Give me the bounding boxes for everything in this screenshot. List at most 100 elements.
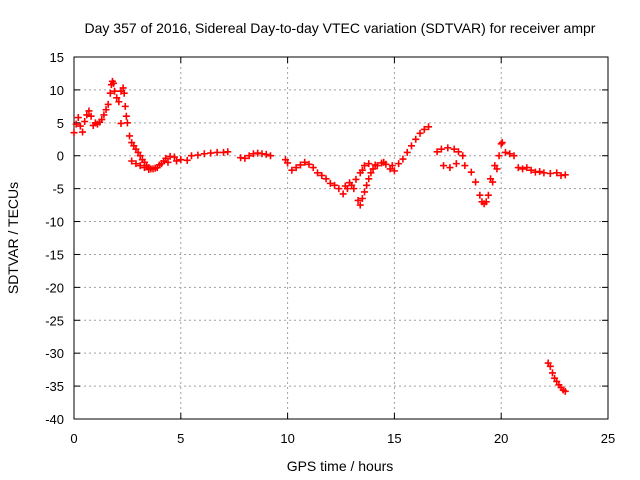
data-point bbox=[104, 100, 112, 108]
data-point bbox=[314, 169, 322, 177]
data-point bbox=[365, 175, 373, 183]
y-tick-label: 5 bbox=[57, 116, 64, 131]
data-point bbox=[85, 107, 93, 115]
y-axis-label: SDTVAR / TECUs bbox=[5, 182, 21, 294]
data-point bbox=[420, 125, 428, 133]
data-point bbox=[437, 145, 445, 153]
data-point bbox=[200, 150, 208, 158]
data-point bbox=[388, 162, 396, 170]
data-point bbox=[117, 119, 125, 127]
data-point bbox=[369, 165, 377, 173]
data-point bbox=[262, 150, 270, 158]
data-point bbox=[491, 162, 499, 170]
data-point bbox=[106, 89, 114, 97]
data-point bbox=[425, 123, 433, 131]
data-point bbox=[74, 114, 82, 122]
y-tick-label: 10 bbox=[50, 83, 64, 98]
chart-title: Day 357 of 2016, Sidereal Day-to-day VTE… bbox=[85, 20, 596, 36]
data-point bbox=[416, 129, 424, 137]
data-point bbox=[358, 166, 366, 174]
data-point bbox=[395, 160, 403, 168]
data-point bbox=[83, 111, 91, 119]
data-point bbox=[498, 139, 506, 147]
data-point bbox=[284, 159, 292, 167]
y-tick-label: -35 bbox=[45, 379, 64, 394]
data-point bbox=[346, 179, 354, 187]
data-point bbox=[123, 119, 131, 127]
y-tick-label: -15 bbox=[45, 247, 64, 262]
data-point bbox=[183, 156, 191, 164]
data-point bbox=[433, 148, 441, 156]
data-point bbox=[245, 152, 253, 160]
data-point bbox=[102, 106, 110, 114]
data-point bbox=[495, 152, 503, 160]
data-point bbox=[128, 157, 136, 165]
data-point bbox=[87, 112, 95, 120]
data-point bbox=[224, 148, 232, 156]
data-point bbox=[561, 387, 569, 395]
data-point bbox=[207, 149, 215, 157]
data-point bbox=[194, 151, 202, 159]
data-point bbox=[360, 162, 368, 170]
data-point bbox=[121, 102, 129, 110]
data-points bbox=[70, 77, 569, 395]
y-tick-label: -40 bbox=[45, 412, 64, 427]
data-point bbox=[326, 179, 334, 187]
data-point bbox=[164, 158, 172, 166]
data-point bbox=[472, 178, 480, 186]
data-point bbox=[136, 152, 144, 160]
data-point bbox=[553, 169, 561, 177]
data-point bbox=[561, 171, 569, 179]
data-point bbox=[363, 181, 371, 189]
x-tick-label: 20 bbox=[494, 431, 508, 446]
x-axis-label: GPS time / hours bbox=[287, 458, 394, 474]
y-tick-label: 15 bbox=[50, 50, 64, 65]
data-point bbox=[358, 195, 366, 203]
data-point bbox=[267, 152, 275, 160]
data-point bbox=[76, 122, 84, 130]
data-point bbox=[136, 162, 144, 170]
data-point bbox=[145, 166, 153, 174]
data-point bbox=[335, 185, 343, 193]
data-point bbox=[497, 140, 505, 148]
data-point bbox=[72, 120, 80, 128]
data-point bbox=[371, 161, 379, 169]
data-point bbox=[331, 181, 339, 189]
data-point bbox=[170, 153, 178, 161]
data-point bbox=[122, 112, 130, 120]
data-point bbox=[177, 156, 185, 164]
data-point bbox=[461, 162, 469, 170]
data-point bbox=[213, 148, 221, 156]
data-point bbox=[367, 169, 375, 177]
x-tick-label: 0 bbox=[70, 431, 77, 446]
data-point bbox=[454, 148, 462, 156]
data-point bbox=[506, 150, 514, 158]
data-point bbox=[440, 162, 448, 170]
data-point bbox=[241, 154, 249, 162]
data-point bbox=[98, 116, 106, 124]
data-point bbox=[482, 198, 490, 206]
data-point bbox=[350, 185, 358, 193]
data-point bbox=[70, 129, 78, 137]
y-tick-label: -10 bbox=[45, 215, 64, 230]
data-point bbox=[546, 169, 554, 177]
data-point bbox=[341, 182, 349, 190]
x-tick-label: 25 bbox=[601, 431, 615, 446]
data-point bbox=[140, 164, 148, 172]
data-point bbox=[380, 158, 388, 166]
data-point bbox=[484, 191, 492, 199]
data-point bbox=[318, 171, 326, 179]
grid-lines bbox=[74, 57, 608, 419]
data-point bbox=[548, 369, 556, 377]
data-point bbox=[510, 152, 518, 160]
data-point bbox=[309, 164, 317, 172]
data-point bbox=[162, 154, 170, 162]
data-point bbox=[81, 118, 89, 126]
y-tick-label: -5 bbox=[52, 182, 64, 197]
data-point bbox=[487, 175, 495, 183]
data-point bbox=[444, 144, 452, 152]
data-point bbox=[365, 160, 373, 168]
data-point bbox=[119, 84, 127, 92]
y-tick-label: -20 bbox=[45, 280, 64, 295]
data-point bbox=[476, 191, 484, 199]
